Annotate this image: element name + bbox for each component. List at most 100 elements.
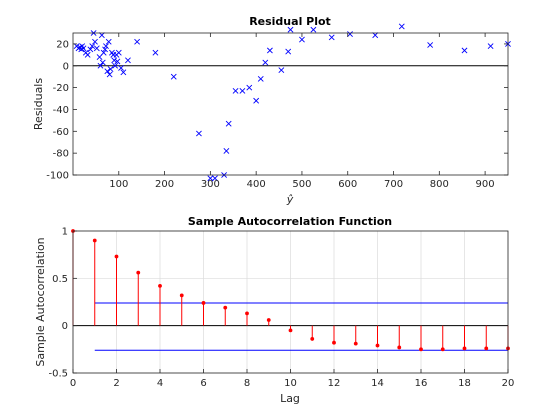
acf-ytick-label: -0.5: [48, 369, 68, 380]
residual-plot-title: Residual Plot: [249, 15, 331, 28]
acf-stem-marker: [440, 347, 445, 352]
residual-point: [98, 32, 105, 39]
residual-point: [487, 43, 494, 50]
residual-point: [278, 67, 285, 74]
residual-point: [93, 45, 100, 52]
residual-point: [461, 47, 468, 54]
acf-xtick-label: 8: [244, 378, 250, 389]
residual-point: [115, 49, 122, 56]
acf-ytick-label: 0: [62, 321, 68, 332]
acf-xtick-label: 16: [415, 378, 428, 389]
residual-plot-axes: [72, 32, 509, 176]
residual-point: [114, 58, 121, 65]
residual-xtick-label: 500: [292, 179, 311, 190]
residual-point: [372, 32, 379, 39]
residual-xtick-label: 800: [430, 179, 449, 190]
residual-point: [125, 57, 131, 64]
acf-stem-marker: [288, 328, 293, 333]
residual-point: [299, 36, 305, 43]
residual-ytick-label: -80: [53, 149, 69, 160]
residual-point: [398, 23, 405, 30]
residual-point: [257, 75, 264, 82]
acf-stem-marker: [397, 345, 402, 350]
acf-stem-marker: [223, 305, 228, 310]
residual-point: [152, 49, 159, 56]
acf-xtick-label: 12: [328, 378, 341, 389]
residual-xtick-label: 700: [384, 179, 403, 190]
residual-point: [285, 48, 292, 55]
residual-plot-xlabel: ŷ: [286, 193, 294, 206]
residual-point: [84, 51, 91, 58]
acf-xtick-label: 18: [458, 378, 471, 389]
residual-point: [223, 148, 230, 154]
residual-point: [99, 59, 106, 66]
residual-xtick-label: 100: [109, 179, 128, 190]
residual-point: [134, 38, 141, 45]
residual-point: [287, 26, 294, 33]
residual-xtick-label: 200: [155, 179, 174, 190]
residual-ytick-label: -40: [53, 105, 69, 116]
acf-stem-marker: [332, 340, 336, 345]
acf-stem-marker: [419, 347, 423, 352]
acf-xtick-label: 0: [70, 378, 76, 389]
residual-ytick-label: -60: [53, 127, 69, 138]
acf-stem-marker: [266, 318, 271, 322]
residual-point: [225, 120, 232, 127]
residual-point: [100, 49, 107, 56]
residual-point: [310, 26, 317, 33]
acf-stem-marker: [310, 337, 315, 341]
residual-point: [262, 59, 269, 66]
acf-xtick-label: 10: [284, 378, 297, 389]
residual-point: [207, 175, 214, 182]
acf-plot: Sample Autocorrelation Function 0 2 4 6 8 10 1…: [34, 215, 514, 405]
residual-point: [80, 45, 87, 52]
residual-point: [246, 84, 253, 91]
residual-xtick-label: 600: [338, 179, 357, 190]
acf-xtick-label: 14: [371, 378, 384, 389]
residual-point: [97, 62, 104, 69]
acf-stem-marker: [375, 343, 380, 348]
residual-point: [87, 46, 94, 53]
acf-stem-marker: [462, 346, 467, 351]
residual-point: [427, 42, 434, 48]
acf-stem-marker: [245, 311, 249, 316]
acf-ytick-label: 0.5: [52, 274, 68, 285]
residual-point: [232, 87, 239, 94]
acf-xtick-label: 20: [502, 378, 515, 389]
residual-point: [104, 68, 111, 75]
residual-point: [196, 130, 202, 137]
residual-point: [112, 62, 119, 69]
residual-point: [92, 38, 98, 45]
residual-point: [89, 43, 96, 50]
residual-xtick-label: 900: [476, 179, 495, 190]
acf-plot-xlabel: Lag: [280, 392, 300, 405]
residual-point: [239, 87, 246, 94]
residual-plot-ylabel: Residuals: [32, 78, 45, 130]
residual-point: [212, 175, 218, 182]
residual-point: [253, 97, 260, 104]
acf-plot-ylabel: Sample Autocorrelation: [34, 237, 47, 366]
acf-xtick-label: 6: [200, 378, 206, 389]
acf-stem-marker: [158, 284, 162, 288]
residual-point: [106, 71, 113, 78]
residual-xtick-label: 400: [247, 179, 266, 190]
residual-point: [107, 66, 114, 72]
acf-stem-marker: [179, 293, 184, 298]
acf-stem-marker: [92, 238, 97, 243]
acf-stem-marker: [136, 270, 141, 275]
residual-plot: Residual Plot 100 200 300 400 500 600 700 800 90…: [32, 15, 511, 206]
residual-point: [105, 38, 112, 45]
residual-point: [118, 65, 124, 71]
residual-ytick-label: 20: [56, 39, 69, 50]
residual-xtick-label: 300: [201, 179, 220, 190]
residual-point: [170, 73, 177, 80]
residual-ytick-label: 0: [63, 61, 69, 72]
acf-xtick-label: 2: [113, 378, 119, 389]
acf-stem-marker: [353, 341, 358, 346]
residual-point: [328, 34, 335, 41]
residual-point: [111, 57, 118, 64]
residual-point: [103, 43, 109, 50]
residual-point: [347, 31, 353, 38]
residual-ytick-label: -100: [46, 171, 69, 182]
residual-point: [102, 46, 108, 53]
